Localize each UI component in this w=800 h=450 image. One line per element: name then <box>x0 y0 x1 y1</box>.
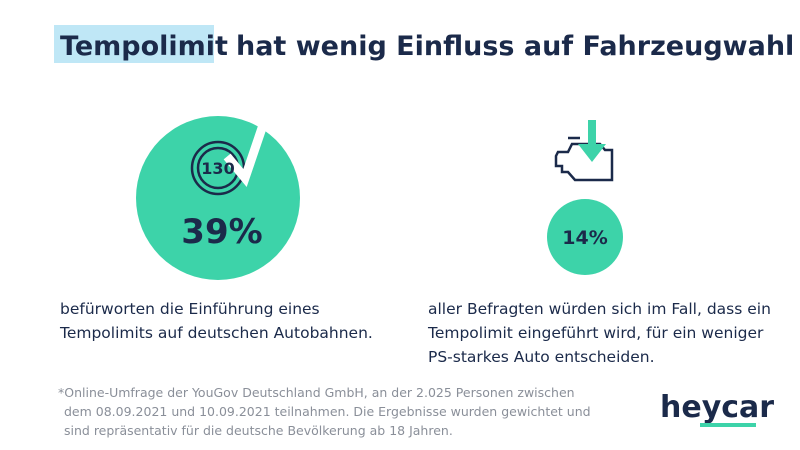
stat-text: Tempolimit eingeführt wird, für ein weni… <box>427 324 764 342</box>
icon-label: 130 <box>201 159 234 178</box>
stat-text: Tempolimits auf deutschen Autobahnen. <box>59 324 373 342</box>
big-circle <box>136 116 300 280</box>
stat-text: aller Befragten würden sich im Fall, das… <box>428 300 771 318</box>
logo-underline <box>700 423 756 427</box>
down-arrow <box>578 120 606 162</box>
footnote: *Online-Umfrage der YouGov Deutschland G… <box>58 385 575 400</box>
engine-icon <box>554 136 614 182</box>
speed-limit-icon <box>190 122 268 196</box>
stat-text: PS-starkes Auto entscheiden. <box>428 348 655 366</box>
small-circle <box>547 199 623 275</box>
stat-text: befürworten die Einführung eines <box>60 300 320 318</box>
stat-value: 39% <box>181 212 262 252</box>
title-highlight: Tempolimit <box>60 31 228 62</box>
title: Tempolimit hat wenig Einfluss auf Fahrzeu… <box>60 31 794 62</box>
title-rest: hat wenig Einfluss auf Fahrzeugwahl <box>236 31 794 62</box>
logo: heycar <box>660 390 774 425</box>
title-highlight-box <box>54 25 214 63</box>
footnote: dem 08.09.2021 und 10.09.2021 teilnahmen… <box>64 404 591 419</box>
footnote: sind repräsentativ für die deutsche Bevö… <box>64 423 453 438</box>
stat-value: 14% <box>562 227 607 249</box>
